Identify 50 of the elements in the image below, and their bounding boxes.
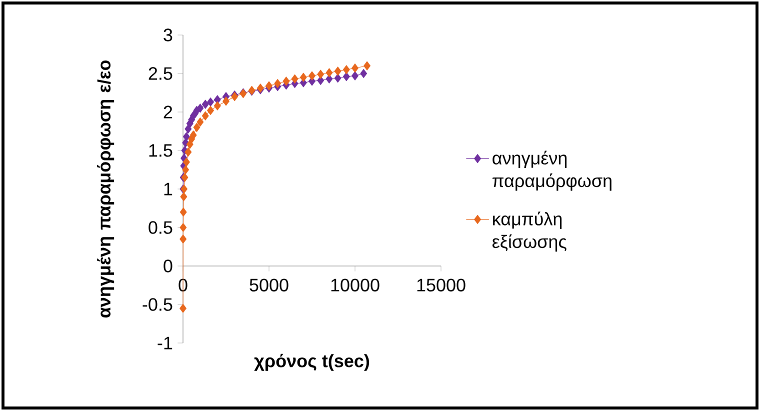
point xyxy=(274,78,282,88)
point xyxy=(207,106,214,115)
point xyxy=(180,192,188,202)
point xyxy=(334,74,342,83)
point xyxy=(360,68,368,78)
point xyxy=(184,148,192,157)
point xyxy=(196,117,204,127)
point xyxy=(182,165,190,174)
point xyxy=(282,76,290,86)
point xyxy=(180,208,187,217)
point xyxy=(196,104,204,113)
point xyxy=(326,68,333,78)
y-tick-label: 0 xyxy=(164,260,172,272)
point xyxy=(180,304,186,313)
point xyxy=(180,234,187,244)
point xyxy=(214,101,221,110)
y-tick-label: 3 xyxy=(164,28,172,42)
point xyxy=(222,96,230,106)
point xyxy=(266,81,272,90)
y-tick-label: 2 xyxy=(164,106,172,118)
y-tick-label: -1 xyxy=(158,336,172,350)
y-tick-label: -0.5 xyxy=(142,298,172,311)
x-tick-label: 10000 xyxy=(331,278,380,292)
point xyxy=(180,222,187,232)
y-tick-label: 1 xyxy=(164,182,172,196)
point xyxy=(182,132,190,142)
y-axis-title: ανηγμένη παραμόρφωση ε/εο xyxy=(97,60,114,318)
point xyxy=(342,72,350,82)
point xyxy=(291,74,298,84)
legend-label: ανηγμένη παραμόρφωση xyxy=(492,150,612,191)
point xyxy=(202,111,209,120)
point xyxy=(308,71,316,80)
point xyxy=(352,64,358,73)
y-tick-label: 2.5 xyxy=(148,67,172,80)
x-tick-label: 15000 xyxy=(417,278,466,292)
point xyxy=(342,65,350,74)
point xyxy=(334,66,342,76)
point xyxy=(207,97,214,107)
point xyxy=(193,122,200,132)
point xyxy=(317,70,324,79)
y-tick-label: 0.5 xyxy=(148,221,172,234)
x-axis-title: χρόνος t(sec) xyxy=(254,354,370,371)
point xyxy=(300,72,307,82)
point xyxy=(352,71,358,80)
x-tick-label: 5000 xyxy=(250,278,288,292)
point xyxy=(182,158,190,167)
legend-label: καμπύλη εξίσωσης xyxy=(492,212,566,252)
point xyxy=(364,61,371,70)
y-tick-label: 1.5 xyxy=(149,144,172,157)
point xyxy=(202,100,209,109)
